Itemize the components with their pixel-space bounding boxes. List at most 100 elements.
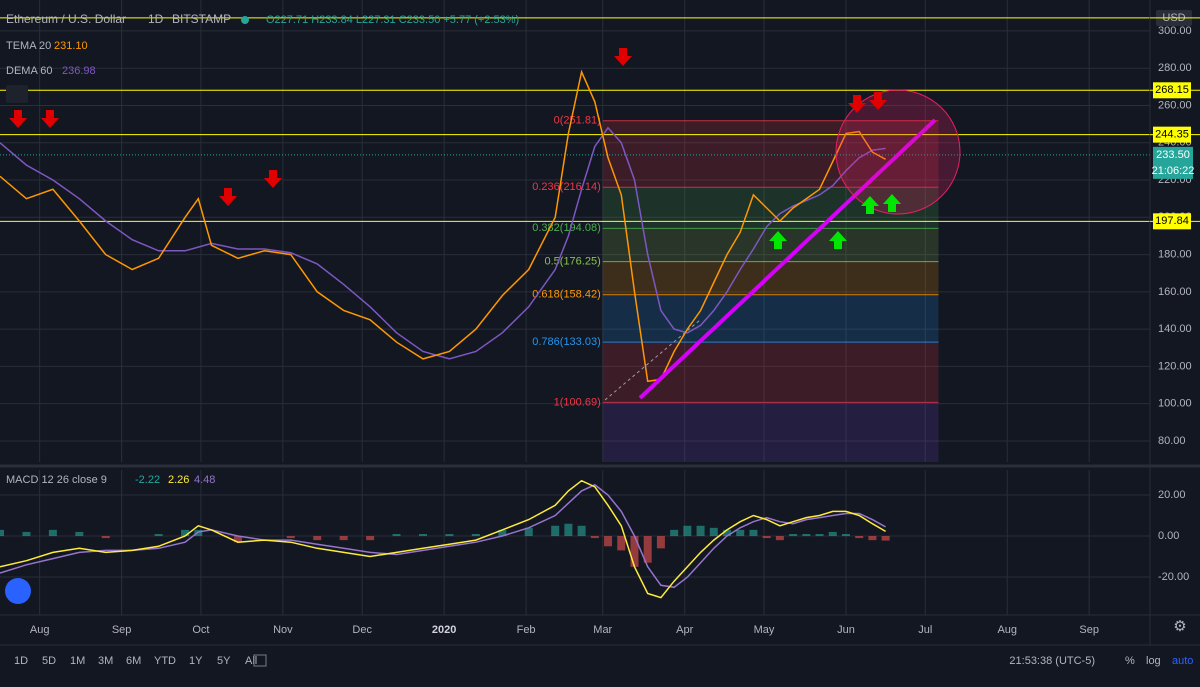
- histogram-bar: [881, 536, 890, 541]
- series-line: [0, 479, 886, 599]
- histogram-bar: [101, 536, 110, 539]
- symbol: Ethereum / U.S. Dollar: [6, 12, 126, 26]
- fib-band: [602, 402, 939, 462]
- histogram-bar: [749, 529, 758, 537]
- exchange: BITSTAMP: [172, 12, 231, 26]
- fib-trend: [604, 319, 701, 401]
- fib-band: [602, 228, 939, 262]
- histogram-bar: [696, 525, 705, 537]
- histogram-bar: [366, 536, 375, 541]
- collapse-button[interactable]: [6, 85, 28, 103]
- histogram-bar: [670, 529, 679, 537]
- scale-option[interactable]: log: [1146, 655, 1161, 667]
- market-status: [241, 16, 249, 24]
- histogram-bar: [775, 536, 784, 541]
- clock: 21:53:38 (UTC-5): [1009, 655, 1095, 667]
- x-tick-label: Jun: [837, 624, 855, 636]
- up-arrow: [883, 194, 901, 212]
- scale-option[interactable]: auto: [1172, 655, 1193, 667]
- indicator-value: 236.98: [62, 65, 96, 77]
- histogram-bar: [630, 536, 639, 567]
- histogram-bar: [709, 527, 718, 537]
- level-label: 197.84: [1155, 215, 1189, 227]
- range-button[interactable]: 1D: [14, 655, 28, 667]
- trend-line: [638, 118, 937, 400]
- date-range-icon[interactable]: [253, 654, 267, 667]
- histogram-bar: [736, 529, 745, 537]
- ohlc: O227.71 H233.84 L227.31 C233.50 +5.77 (+…: [266, 14, 519, 26]
- range-button[interactable]: 1Y: [189, 655, 203, 667]
- fib-band: [602, 342, 939, 403]
- logo[interactable]: [5, 578, 31, 604]
- fib-label: 1(100.69): [554, 396, 601, 408]
- histogram-bar: [643, 536, 652, 563]
- y-tick-label: 100.00: [1158, 398, 1192, 410]
- x-tick-label: Oct: [192, 624, 209, 636]
- down-arrow: [848, 95, 866, 113]
- x-tick-label: 2020: [432, 624, 456, 636]
- histogram-bar: [194, 529, 203, 537]
- histogram-bar: [181, 529, 190, 537]
- series-line: [0, 483, 886, 589]
- range-button[interactable]: 5D: [42, 655, 56, 667]
- histogram-bar: [313, 536, 322, 541]
- fib-label: 0.236(216.14): [532, 181, 601, 193]
- fib-band: [602, 261, 939, 295]
- range-button[interactable]: 6M: [126, 655, 141, 667]
- histogram-bar: [855, 536, 864, 539]
- x-tick-label: Sep: [1079, 624, 1099, 636]
- y-tick-label: 20.00: [1158, 489, 1186, 501]
- x-tick-label: Nov: [273, 624, 293, 636]
- histogram-bar: [286, 536, 295, 539]
- histogram-bar: [617, 536, 626, 551]
- fib-label: 0.618(158.42): [532, 289, 601, 301]
- macd-title: MACD 12 26 close 9: [6, 474, 107, 486]
- range-button[interactable]: YTD: [154, 655, 176, 667]
- down-arrow: [264, 170, 282, 188]
- histogram-bar: [590, 536, 599, 539]
- x-tick-label: Mar: [593, 624, 612, 636]
- y-tick-label: 140.00: [1158, 323, 1192, 335]
- histogram-bar: [233, 536, 242, 543]
- histogram-bar: [48, 529, 57, 537]
- x-tick-label: Aug: [30, 624, 50, 636]
- histogram-bar: [604, 536, 613, 547]
- histogram-bar: [392, 533, 401, 537]
- down-arrow: [869, 92, 887, 110]
- down-arrow: [614, 48, 632, 66]
- settings-icon[interactable]: ⚙: [1173, 618, 1186, 635]
- annotations: [9, 48, 961, 401]
- range-button[interactable]: 5Y: [217, 655, 231, 667]
- histogram-bar: [789, 533, 798, 537]
- indicator-name: TEMA 20: [6, 40, 51, 52]
- histogram-bar: [656, 536, 665, 549]
- histogram-bar: [0, 529, 4, 537]
- last-price-box: [1153, 146, 1193, 179]
- histogram-bar: [551, 525, 560, 537]
- macd-hist-value: -2.22: [135, 474, 160, 486]
- fib-label: 0.5(176.25): [544, 255, 600, 267]
- histogram-bar: [815, 533, 824, 537]
- range-button[interactable]: 1M: [70, 655, 85, 667]
- histogram-bar: [154, 533, 163, 537]
- y-tick-label: 120.00: [1158, 360, 1192, 372]
- fib-label: 0(251.81): [554, 115, 601, 127]
- histogram-bar: [75, 531, 84, 537]
- range-button[interactable]: All: [245, 655, 257, 667]
- x-tick-label: Aug: [997, 624, 1017, 636]
- level-label: 268.15: [1155, 84, 1189, 96]
- histogram-bar: [564, 523, 573, 537]
- y-tick-label: 0.00: [1158, 530, 1179, 542]
- scale-option[interactable]: %: [1125, 655, 1135, 667]
- macd-signal-value: 4.48: [194, 474, 215, 486]
- up-arrow: [861, 196, 879, 214]
- range-button[interactable]: 3M: [98, 655, 113, 667]
- histogram-bar: [418, 533, 427, 537]
- toolbar: 1D 5D 1M 3M 6M YTD 1Y 5Y All% log auto: [14, 655, 1193, 667]
- level-label-box: [1153, 126, 1191, 143]
- x-tick-label: Jul: [918, 624, 932, 636]
- x-tick-label: May: [754, 624, 775, 636]
- histogram-bar: [841, 533, 850, 537]
